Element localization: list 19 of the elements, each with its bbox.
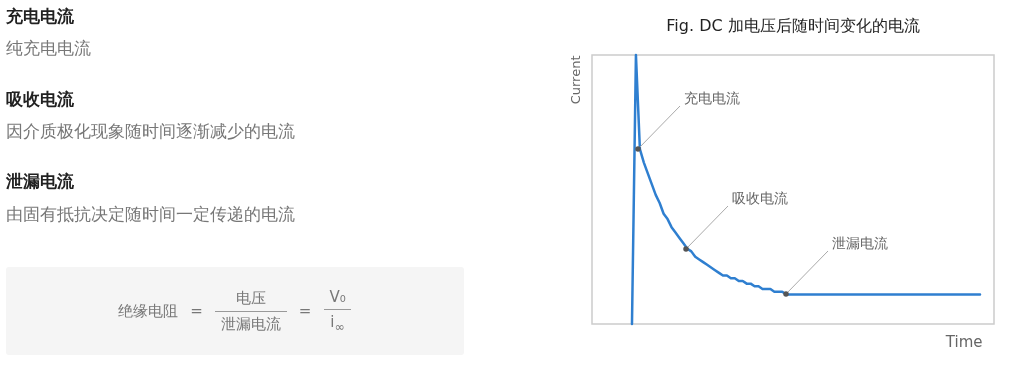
text: = — [298, 302, 312, 320]
annotation: 充电电流 — [684, 90, 740, 106]
text: 泄漏电流 — [214, 310, 287, 337]
x-axis-title: Time — [944, 332, 983, 351]
annotation: 吸收电流 — [732, 190, 788, 206]
text: 因介质极化现象随时间逐渐减少的电流 — [6, 120, 295, 143]
text: 由固有抵抗决定随时间一定传递的电流 — [6, 203, 295, 226]
text: 泄漏电流 — [6, 170, 74, 193]
text: i$_{∞}$ — [324, 309, 351, 337]
y-axis-title: Current — [567, 55, 583, 105]
text: 纯充电电流 — [6, 37, 91, 60]
annotation: 泄漏电流 — [832, 235, 888, 251]
text: 充电电流 — [6, 5, 74, 28]
text: 电压 — [234, 287, 267, 309]
text: V₀ — [328, 287, 347, 308]
text: = — [190, 302, 203, 320]
text: 吸收电流 — [6, 88, 74, 111]
chart-title: Fig. DC 加电压后随时间变化的电流 — [666, 15, 920, 35]
text: 绝缘电阻 — [118, 301, 179, 321]
